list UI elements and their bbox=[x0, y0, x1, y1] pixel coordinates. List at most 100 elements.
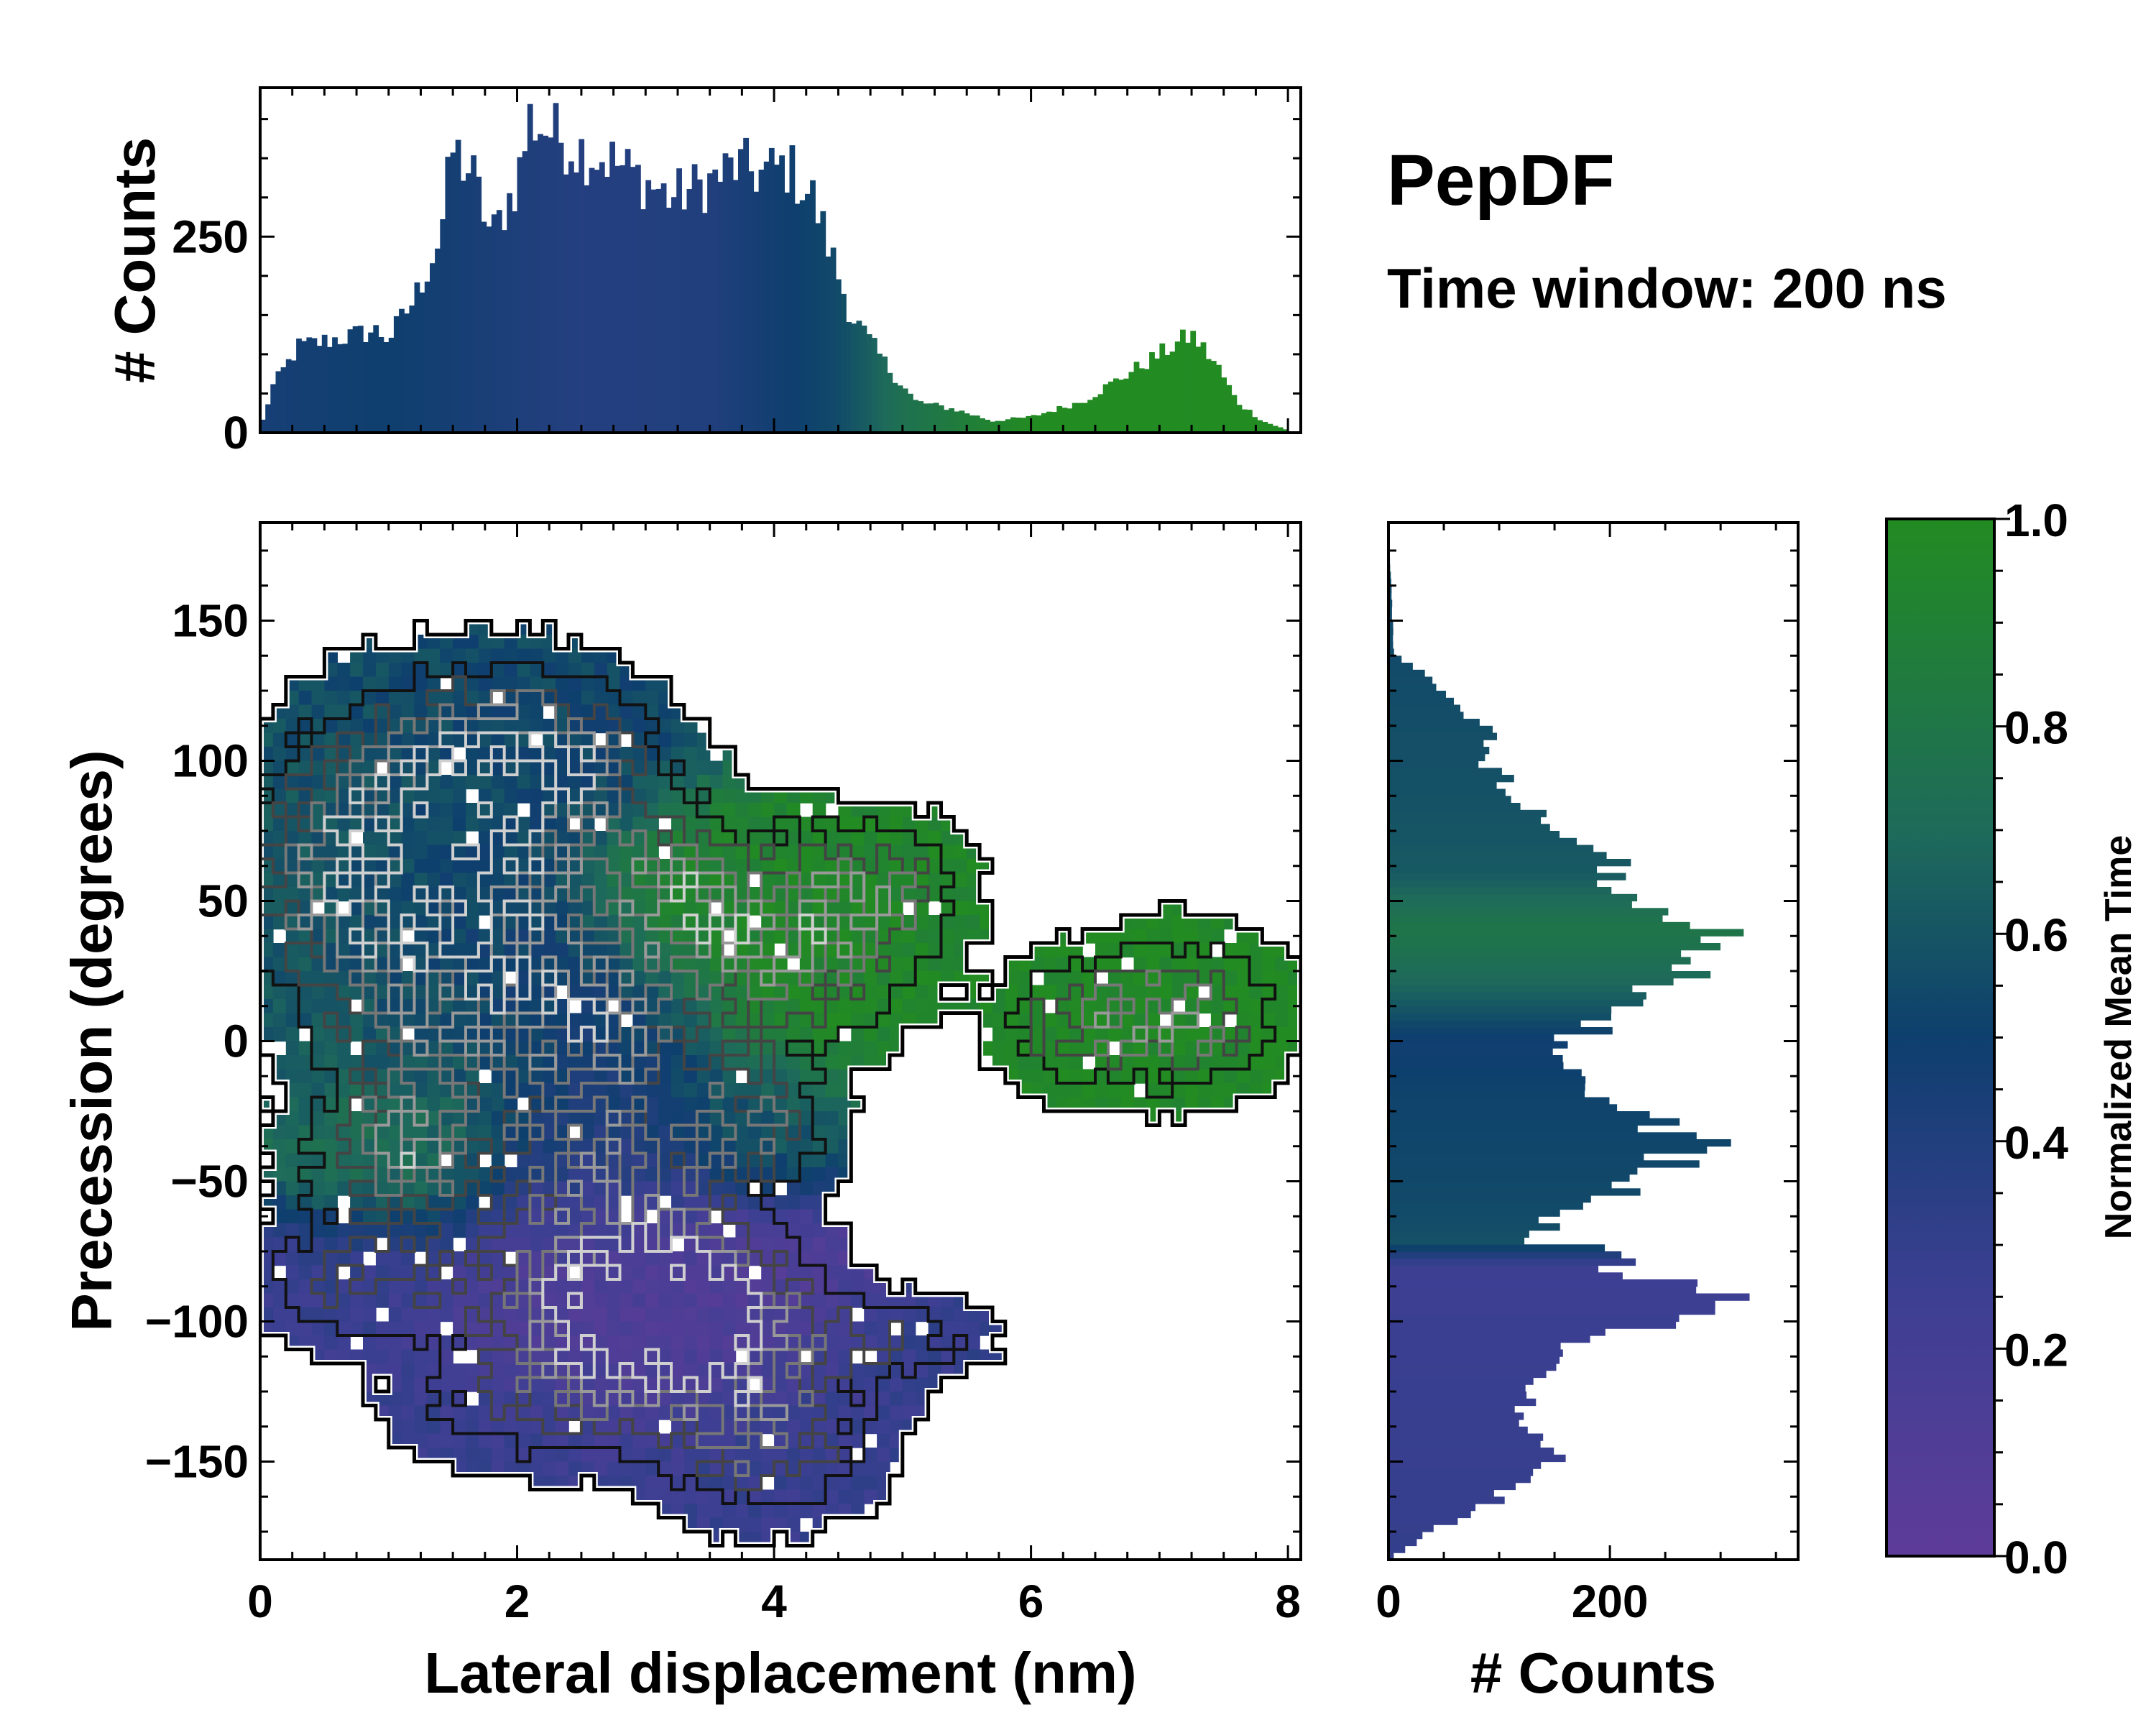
heatmap-cell bbox=[543, 1181, 556, 1196]
heatmap-cell bbox=[825, 901, 839, 916]
heatmap-cell bbox=[311, 775, 326, 790]
heatmap-cell bbox=[517, 1111, 531, 1126]
heatmap-cell bbox=[556, 760, 569, 776]
right-histogram-bar bbox=[1388, 1489, 1494, 1497]
top-histogram-bar bbox=[1118, 380, 1124, 433]
heatmap-cell bbox=[1172, 929, 1186, 944]
heatmap-cell bbox=[658, 929, 672, 944]
heatmap-cell bbox=[350, 1069, 364, 1084]
right-histogram-bar bbox=[1388, 1293, 1750, 1301]
heatmap-cell bbox=[1133, 1055, 1148, 1070]
top-histogram-bar bbox=[533, 140, 538, 433]
heatmap-cell bbox=[786, 1420, 801, 1435]
heatmap-cell bbox=[453, 676, 466, 691]
heatmap-cell bbox=[272, 943, 287, 958]
heatmap-cell bbox=[748, 1125, 762, 1140]
heatmap-cell bbox=[709, 775, 724, 790]
heatmap-cell bbox=[1198, 971, 1212, 986]
heatmap-cell bbox=[543, 845, 556, 860]
heatmap-cell bbox=[851, 831, 865, 846]
heatmap-cell bbox=[556, 1433, 569, 1448]
heatmap-cell bbox=[272, 1237, 287, 1252]
heatmap-cell bbox=[504, 1181, 518, 1196]
heatmap-cell bbox=[388, 1153, 402, 1168]
heatmap-cell bbox=[1056, 943, 1070, 958]
heatmap-cell bbox=[748, 1055, 762, 1070]
heatmap-cell bbox=[440, 957, 453, 972]
heatmap-cell bbox=[556, 691, 569, 706]
top-histogram-bar bbox=[774, 165, 780, 433]
heatmap-cell bbox=[285, 719, 300, 734]
heatmap-cell bbox=[363, 788, 377, 804]
top-histogram-bar bbox=[671, 197, 677, 433]
right-histogram-bar bbox=[1388, 901, 1632, 908]
heatmap-cell bbox=[375, 747, 390, 762]
heatmap-cell bbox=[453, 1279, 466, 1294]
heatmap-cell bbox=[709, 859, 724, 874]
heatmap-cell bbox=[478, 943, 492, 958]
heatmap-cell bbox=[504, 1013, 518, 1028]
heatmap-cell bbox=[632, 1153, 646, 1168]
right-histogram-bar bbox=[1388, 740, 1484, 748]
heatmap-cell bbox=[337, 691, 351, 706]
heatmap-cell bbox=[298, 803, 313, 818]
right-histogram-bar bbox=[1388, 964, 1672, 972]
heatmap-cell bbox=[375, 1111, 390, 1126]
heatmap-cell bbox=[774, 1209, 788, 1224]
heatmap-cell bbox=[401, 1139, 415, 1154]
heatmap-cell bbox=[363, 999, 377, 1014]
heatmap-cell bbox=[311, 1055, 326, 1070]
heatmap-cell bbox=[645, 831, 659, 846]
main-x-tick-label: 8 bbox=[1275, 1576, 1301, 1627]
heatmap-cell bbox=[1198, 915, 1212, 930]
heatmap-cell bbox=[890, 1405, 903, 1420]
top-histogram-bar bbox=[959, 410, 965, 433]
heatmap-cell bbox=[799, 1293, 814, 1308]
heatmap-cell bbox=[838, 971, 852, 986]
heatmap-cell bbox=[594, 1097, 608, 1112]
heatmap-cell bbox=[851, 1041, 865, 1056]
heatmap-cell bbox=[722, 887, 737, 902]
heatmap-cell bbox=[722, 1181, 737, 1196]
right-histogram: 0 200 # Counts bbox=[1376, 521, 1800, 1705]
heatmap-cell bbox=[337, 1307, 351, 1322]
heatmap-cell bbox=[748, 1069, 762, 1084]
heatmap-cell bbox=[992, 1041, 1006, 1056]
heatmap-cell bbox=[401, 1223, 415, 1238]
heatmap-cell bbox=[594, 1181, 608, 1196]
heatmap-cell bbox=[825, 929, 839, 944]
heatmap-cell bbox=[453, 719, 466, 734]
right-histogram-bar bbox=[1388, 865, 1598, 874]
top-histogram-bar bbox=[871, 338, 877, 433]
heatmap-cell bbox=[363, 831, 377, 846]
heatmap-cell bbox=[735, 1083, 749, 1098]
heatmap-cell bbox=[735, 1307, 749, 1322]
top-histogram-bar bbox=[352, 326, 359, 433]
heatmap-cell bbox=[607, 943, 621, 958]
heatmap-cell bbox=[607, 915, 621, 930]
heatmap-cell bbox=[671, 1489, 685, 1504]
heatmap-cell bbox=[799, 873, 814, 888]
heatmap-cell bbox=[645, 747, 659, 762]
heatmap-cell bbox=[722, 788, 737, 804]
heatmap-cell bbox=[761, 1139, 775, 1154]
heatmap-cell bbox=[877, 915, 890, 930]
heatmap-cell bbox=[877, 999, 890, 1014]
heatmap-cell bbox=[645, 1335, 659, 1351]
heatmap-cell bbox=[619, 1041, 634, 1056]
top-y-tick-label: 250 bbox=[172, 211, 249, 262]
heatmap-cell bbox=[491, 719, 505, 734]
heatmap-cell bbox=[761, 1223, 775, 1238]
heatmap-cell bbox=[581, 1293, 595, 1308]
right-histogram-bar bbox=[1388, 676, 1433, 684]
heatmap-cell bbox=[401, 1405, 415, 1420]
top-histogram-bar bbox=[445, 157, 451, 433]
heatmap-cell bbox=[1249, 1069, 1263, 1084]
heatmap-cell bbox=[812, 788, 826, 804]
heatmap-cell bbox=[543, 1125, 556, 1140]
heatmap-cell bbox=[607, 1363, 621, 1379]
heatmap-cell bbox=[337, 971, 351, 986]
heatmap-cell bbox=[1198, 929, 1212, 944]
heatmap-cell bbox=[658, 915, 672, 930]
heatmap-cell bbox=[491, 873, 505, 888]
